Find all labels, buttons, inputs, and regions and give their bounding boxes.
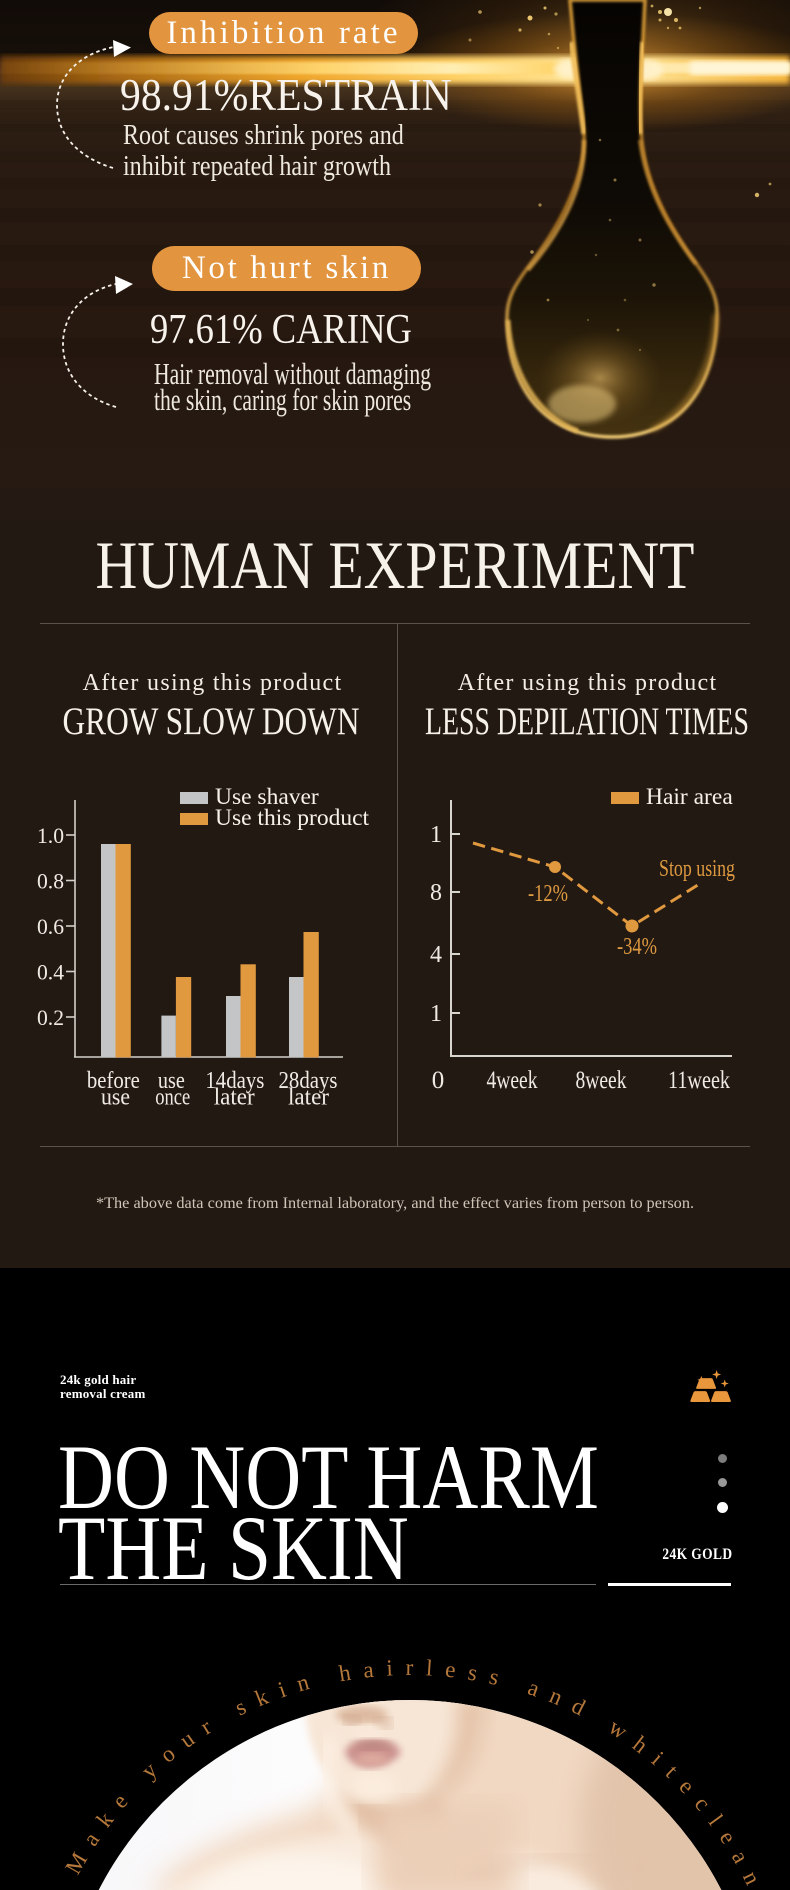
svg-text:8week: 8week: [576, 1067, 627, 1094]
svg-text:Stop using: Stop using: [659, 856, 735, 882]
svg-text:0.2: 0.2: [37, 1005, 64, 1030]
svg-text:GROW SLOW DOWN: GROW SLOW DOWN: [63, 700, 360, 743]
svg-text:before: before: [87, 1068, 140, 1094]
svg-text:1: 1: [430, 1001, 442, 1027]
svg-text:1: 1: [430, 822, 442, 848]
svg-text:later: later: [288, 1085, 329, 1110]
svg-text:HUMAN EXPERIMENT: HUMAN EXPERIMENT: [96, 527, 695, 603]
svg-text:later: later: [214, 1085, 255, 1110]
svg-text:use: use: [158, 1068, 185, 1094]
svg-text:28days: 28days: [279, 1068, 338, 1094]
svg-text:4: 4: [430, 942, 442, 968]
svg-text:4week: 4week: [487, 1067, 538, 1094]
svg-text:0.6: 0.6: [37, 914, 64, 939]
svg-text:0: 0: [432, 1067, 445, 1094]
svg-text:14days: 14days: [205, 1068, 264, 1094]
svg-text:once: once: [155, 1085, 190, 1110]
svg-text:use: use: [101, 1085, 130, 1110]
svg-text:-34%: -34%: [617, 934, 657, 960]
svg-text:-12%: -12%: [528, 881, 568, 907]
svg-text:0.4: 0.4: [37, 960, 64, 985]
svg-text:0.8: 0.8: [37, 869, 64, 894]
svg-text:11week: 11week: [668, 1067, 730, 1094]
svg-text:LESS DEPILATION TIMES: LESS DEPILATION TIMES: [425, 700, 749, 743]
svg-text:8: 8: [430, 880, 442, 906]
svg-text:1.0: 1.0: [37, 823, 64, 848]
